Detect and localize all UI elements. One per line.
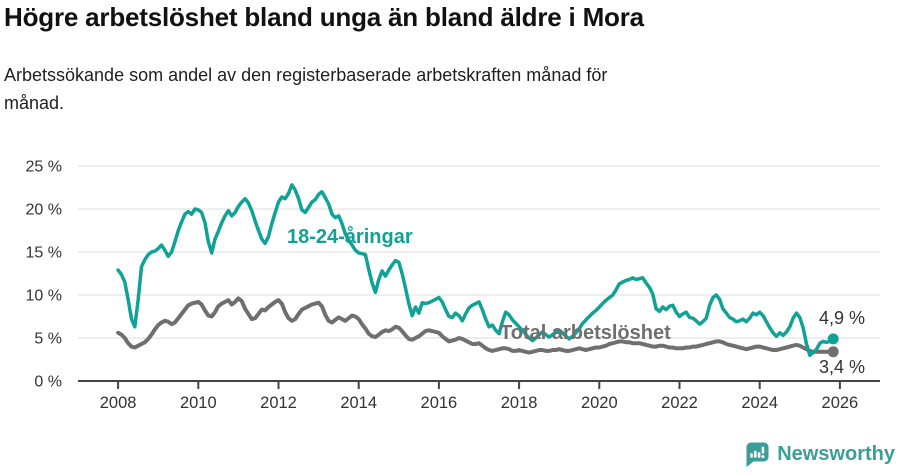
end-value-label-total: 3,4 % xyxy=(819,357,866,377)
x-tick-label: 2014 xyxy=(340,394,377,412)
y-tick-label: 25 % xyxy=(26,159,62,176)
y-tick-label: 15 % xyxy=(26,245,62,262)
bar-chart-pin-icon xyxy=(746,442,769,467)
series-line-1 xyxy=(116,183,835,357)
line-chart: 2008 2010 2012 2014 2016 2018 2020 2022 2024 2026… xyxy=(26,159,880,412)
brand-footer: Newsworthy xyxy=(743,441,895,468)
series-line-0 xyxy=(116,296,836,355)
x-tick-label: 2026 xyxy=(822,394,859,412)
series-end-dot-0 xyxy=(827,346,839,358)
x-tick-label: 2024 xyxy=(741,394,778,412)
y-tick-label: 0 % xyxy=(34,374,62,391)
x-tick-label: 2020 xyxy=(581,394,618,412)
brand-name: Newsworthy xyxy=(777,443,895,465)
y-tick-label: 5 % xyxy=(34,331,62,348)
x-tick-label: 2018 xyxy=(501,394,538,412)
x-tick-label: 2010 xyxy=(180,394,217,412)
x-tick-label: 2016 xyxy=(421,394,458,412)
series-end-dot-1 xyxy=(827,333,839,345)
x-tick-label: 2012 xyxy=(260,394,297,412)
series-label-total: Total arbetslöshet xyxy=(500,322,671,344)
x-tick-label: 2008 xyxy=(100,394,137,412)
x-tick-label: 2022 xyxy=(661,394,698,412)
series-label-young: 18-24-åringar xyxy=(287,226,413,248)
page-title: Högre arbetslöshet bland unga än bland ä… xyxy=(4,2,644,32)
y-tick-label: 10 % xyxy=(26,288,62,305)
chart-subtitle: Arbetssökande som andel av den registerb… xyxy=(4,65,608,113)
y-tick-label: 20 % xyxy=(26,202,62,219)
end-value-label-young: 4,9 % xyxy=(819,308,866,328)
